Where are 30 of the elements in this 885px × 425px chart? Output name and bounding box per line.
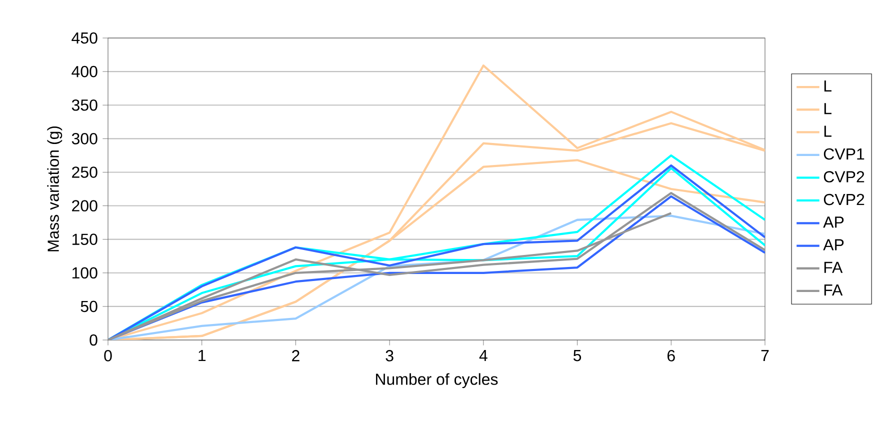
legend-label: AP <box>823 216 844 228</box>
x-axis-title: Number of cycles <box>376 373 498 388</box>
legend-label: FA <box>824 284 843 296</box>
legend-label: FA <box>824 262 843 273</box>
legend-label: CVP2 <box>824 171 864 182</box>
x-tick-label: 1 <box>198 350 206 362</box>
x-tick-label: 5 <box>573 350 582 362</box>
y-tick-label: 50 <box>80 300 98 312</box>
y-tick-label: 100 <box>72 267 98 279</box>
legend-label: CVP2 <box>824 194 864 206</box>
x-tick-label: 0 <box>104 350 112 362</box>
y-tick-label: 200 <box>72 200 98 212</box>
y-tick-label: 450 <box>72 32 98 44</box>
y-tick-label: 400 <box>72 66 98 78</box>
y-axis-title: Mass variation (g) <box>47 126 62 252</box>
x-tick-label: 2 <box>292 350 300 362</box>
x-tick-label: 3 <box>386 350 394 362</box>
y-tick-label: 150 <box>72 234 98 245</box>
legend-label: L <box>824 103 832 114</box>
y-tick-label: 250 <box>72 166 98 178</box>
y-tick-label: 300 <box>72 133 98 144</box>
y-tick-label: 350 <box>72 99 98 111</box>
x-tick-label: 7 <box>761 350 769 362</box>
x-tick-label: 4 <box>479 350 488 362</box>
y-tick-label: 0 <box>90 334 98 346</box>
legend-label: AP <box>823 239 844 250</box>
legend-label: L <box>824 126 832 137</box>
x-tick-label: 6 <box>668 350 675 362</box>
legend-label: L <box>824 80 832 92</box>
legend-label: CVP1 <box>824 148 864 160</box>
